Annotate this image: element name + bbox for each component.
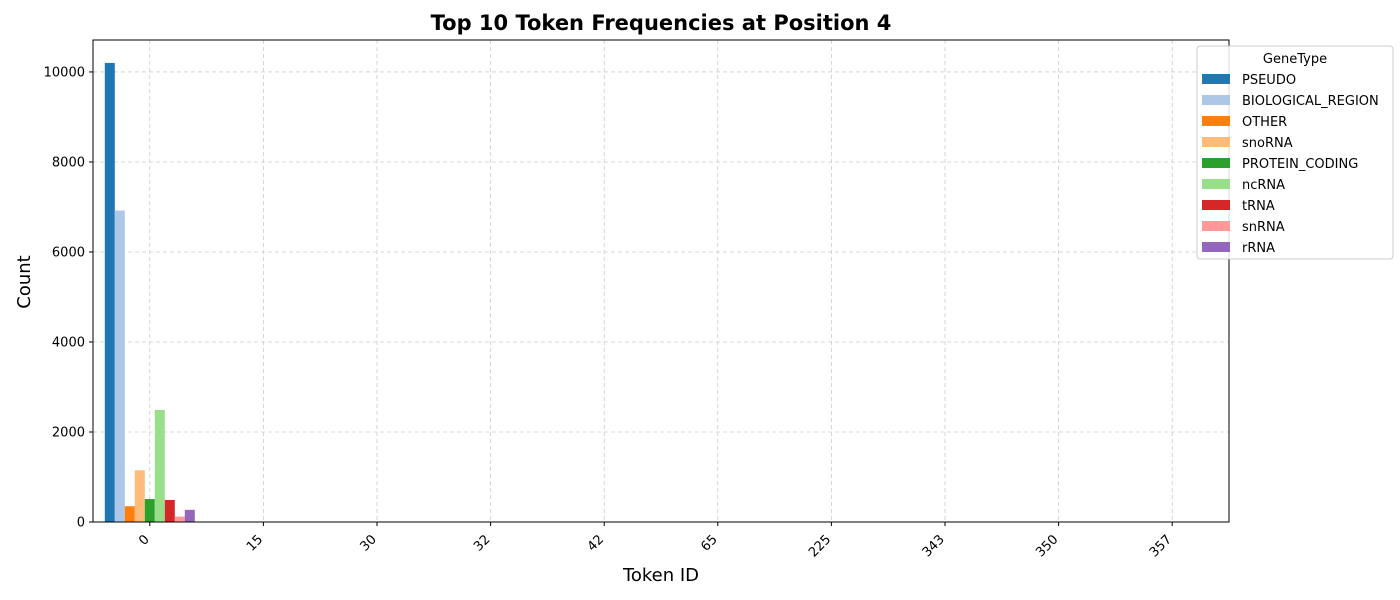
x-tick-label: 42: [585, 532, 607, 554]
legend-label: ncRNA: [1242, 178, 1285, 193]
bar: [114, 210, 125, 522]
legend-label: tRNA: [1242, 199, 1275, 214]
legend-label: BIOLOGICAL_REGION: [1242, 94, 1379, 109]
y-axis-title: Count: [14, 255, 35, 308]
y-tick-label: 8000: [52, 155, 85, 170]
y-tick-label: 6000: [52, 245, 85, 260]
bar: [104, 62, 115, 522]
bar: [134, 470, 145, 522]
x-tick-label: 357: [1147, 532, 1175, 560]
chart-title: Top 10 Token Frequencies at Position 4: [431, 11, 892, 35]
legend-label: PROTEIN_CODING: [1242, 157, 1358, 172]
legend: GeneType PSEUDO BIOLOGICAL_REGION OTHER snoR…: [1196, 45, 1394, 260]
legend-swatch: [1202, 179, 1230, 189]
legend-swatch: [1202, 200, 1230, 210]
x-tick-label: 32: [471, 532, 493, 554]
x-axis: 0 15 30 32 42 65 225 343 350 357: [136, 522, 1175, 560]
y-tick-label: 2000: [52, 425, 85, 440]
bar: [144, 499, 155, 522]
legend-label: rRNA: [1242, 241, 1275, 256]
legend-swatch: [1202, 242, 1230, 252]
plot-area-frame: [92, 39, 1230, 523]
y-tick-label: 10000: [44, 65, 85, 80]
bar: [124, 506, 135, 522]
y-axis: 0 2000 4000 6000 8000 10000: [44, 65, 93, 531]
legend-swatch: [1202, 158, 1230, 168]
x-tick-label: 350: [1033, 532, 1061, 560]
x-tick-label: 15: [244, 532, 266, 554]
x-tick-label: 30: [358, 532, 380, 554]
legend-swatch: [1202, 221, 1230, 231]
legend-frame: [1196, 45, 1394, 260]
grid-lines: [93, 40, 1229, 523]
x-tick-label: 343: [920, 532, 948, 560]
x-tick-label: 65: [698, 532, 720, 554]
bar: [154, 409, 165, 522]
legend-swatch: [1202, 74, 1230, 84]
legend-label: snRNA: [1242, 220, 1285, 235]
bar: [184, 509, 195, 522]
x-axis-title: Token ID: [622, 565, 699, 586]
legend-label: PSEUDO: [1242, 73, 1296, 88]
x-tick-label: 0: [136, 532, 152, 548]
legend-label: OTHER: [1242, 115, 1287, 130]
legend-swatch: [1202, 137, 1230, 147]
bar: [174, 516, 185, 522]
bars-group: [104, 62, 195, 522]
bar: [164, 499, 175, 522]
y-tick-label: 4000: [52, 335, 85, 350]
y-tick-label: 0: [77, 516, 85, 531]
legend-swatch: [1202, 116, 1230, 126]
legend-title: GeneType: [1263, 52, 1327, 67]
legend-label: snoRNA: [1242, 136, 1293, 151]
legend-swatch: [1202, 95, 1230, 105]
x-tick-label: 225: [806, 532, 834, 560]
